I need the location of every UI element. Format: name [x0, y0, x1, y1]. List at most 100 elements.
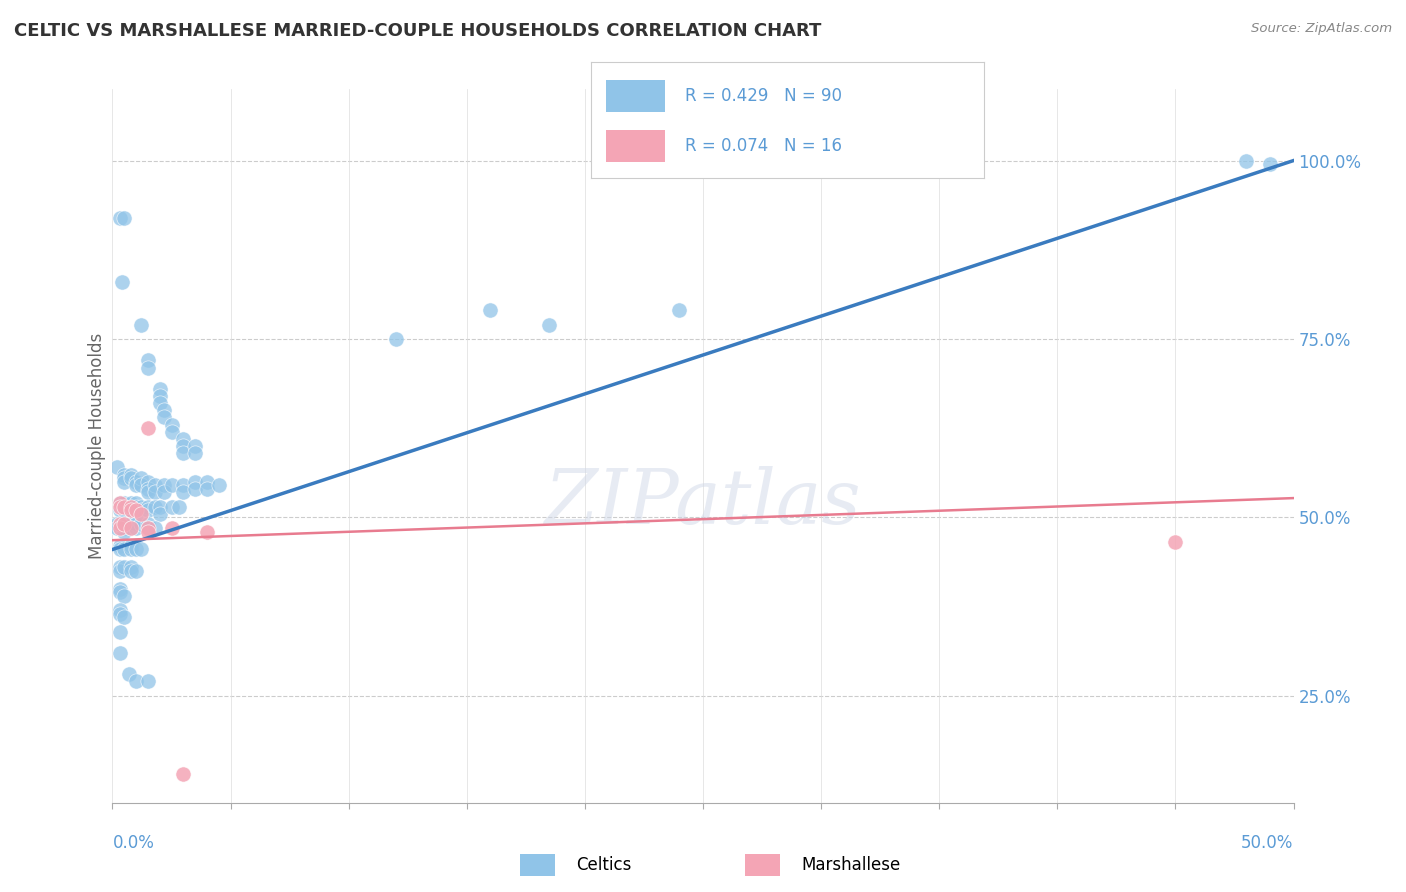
Point — [136, 503, 159, 517]
Text: Celtics: Celtics — [576, 856, 631, 874]
Point — [120, 560, 142, 574]
Text: ZIPatlas: ZIPatlas — [544, 467, 862, 540]
Point — [112, 496, 135, 510]
Point — [184, 482, 207, 496]
Point — [125, 521, 148, 535]
Point — [112, 467, 135, 482]
Point — [1258, 157, 1281, 171]
Point — [108, 500, 131, 514]
Point — [112, 500, 135, 514]
Point — [136, 524, 159, 539]
Point — [108, 560, 131, 574]
Point — [172, 485, 194, 500]
Point — [208, 478, 231, 492]
Point — [136, 360, 159, 375]
FancyBboxPatch shape — [606, 129, 665, 162]
Point — [167, 500, 190, 514]
Point — [153, 478, 176, 492]
Point — [149, 382, 172, 396]
Point — [153, 410, 176, 425]
Point — [385, 332, 408, 346]
Point — [108, 542, 131, 557]
Point — [172, 432, 194, 446]
Text: 50.0%: 50.0% — [1241, 834, 1294, 852]
Point — [125, 674, 148, 689]
Point — [160, 425, 183, 439]
Point — [112, 560, 135, 574]
Point — [112, 211, 135, 225]
Point — [153, 403, 176, 417]
Point — [108, 539, 131, 553]
Point — [112, 475, 135, 489]
Point — [112, 517, 135, 532]
Point — [129, 471, 152, 485]
Point — [120, 539, 142, 553]
Point — [129, 503, 152, 517]
Point — [172, 767, 194, 781]
Point — [120, 467, 142, 482]
Point — [195, 524, 218, 539]
Point — [112, 500, 135, 514]
Y-axis label: Married-couple Households: Married-couple Households — [87, 333, 105, 559]
Point — [105, 517, 128, 532]
Point — [112, 503, 135, 517]
Point — [149, 389, 172, 403]
Point — [143, 521, 166, 535]
Point — [143, 485, 166, 500]
Point — [125, 478, 148, 492]
Point — [112, 610, 135, 624]
Point — [136, 521, 159, 535]
Point — [105, 460, 128, 475]
Point — [120, 496, 142, 510]
Point — [129, 478, 152, 492]
Point — [105, 521, 128, 535]
Point — [120, 521, 142, 535]
Point — [129, 517, 152, 532]
Point — [160, 500, 183, 514]
Point — [125, 517, 148, 532]
Point — [129, 318, 152, 332]
Point — [108, 211, 131, 225]
Point — [108, 624, 131, 639]
Point — [1234, 153, 1257, 168]
Point — [184, 446, 207, 460]
Point — [172, 439, 194, 453]
Point — [136, 353, 159, 368]
Point — [120, 503, 142, 517]
Point — [136, 674, 159, 689]
Point — [129, 500, 152, 514]
Point — [149, 507, 172, 521]
Point — [112, 521, 135, 535]
Point — [172, 446, 194, 460]
Point — [108, 603, 131, 617]
Point — [143, 478, 166, 492]
Point — [195, 475, 218, 489]
Point — [120, 521, 142, 535]
Point — [108, 585, 131, 599]
Point — [120, 503, 142, 517]
Point — [108, 517, 131, 532]
Text: CELTIC VS MARSHALLESE MARRIED-COUPLE HOUSEHOLDS CORRELATION CHART: CELTIC VS MARSHALLESE MARRIED-COUPLE HOU… — [14, 22, 821, 40]
Point — [125, 503, 148, 517]
Point — [125, 542, 148, 557]
Point — [195, 482, 218, 496]
Point — [149, 396, 172, 410]
Point — [136, 521, 159, 535]
Point — [120, 517, 142, 532]
Point — [160, 478, 183, 492]
Point — [125, 500, 148, 514]
Point — [118, 667, 141, 681]
Point — [108, 503, 131, 517]
Point — [108, 582, 131, 596]
Point — [112, 517, 135, 532]
Point — [108, 496, 131, 510]
Point — [136, 485, 159, 500]
Text: Source: ZipAtlas.com: Source: ZipAtlas.com — [1251, 22, 1392, 36]
Point — [479, 303, 502, 318]
Text: Marshallese: Marshallese — [801, 856, 901, 874]
Point — [125, 564, 148, 578]
Point — [111, 275, 134, 289]
Point — [125, 503, 148, 517]
Point — [108, 646, 131, 660]
Text: R = 0.074   N = 16: R = 0.074 N = 16 — [685, 137, 842, 155]
